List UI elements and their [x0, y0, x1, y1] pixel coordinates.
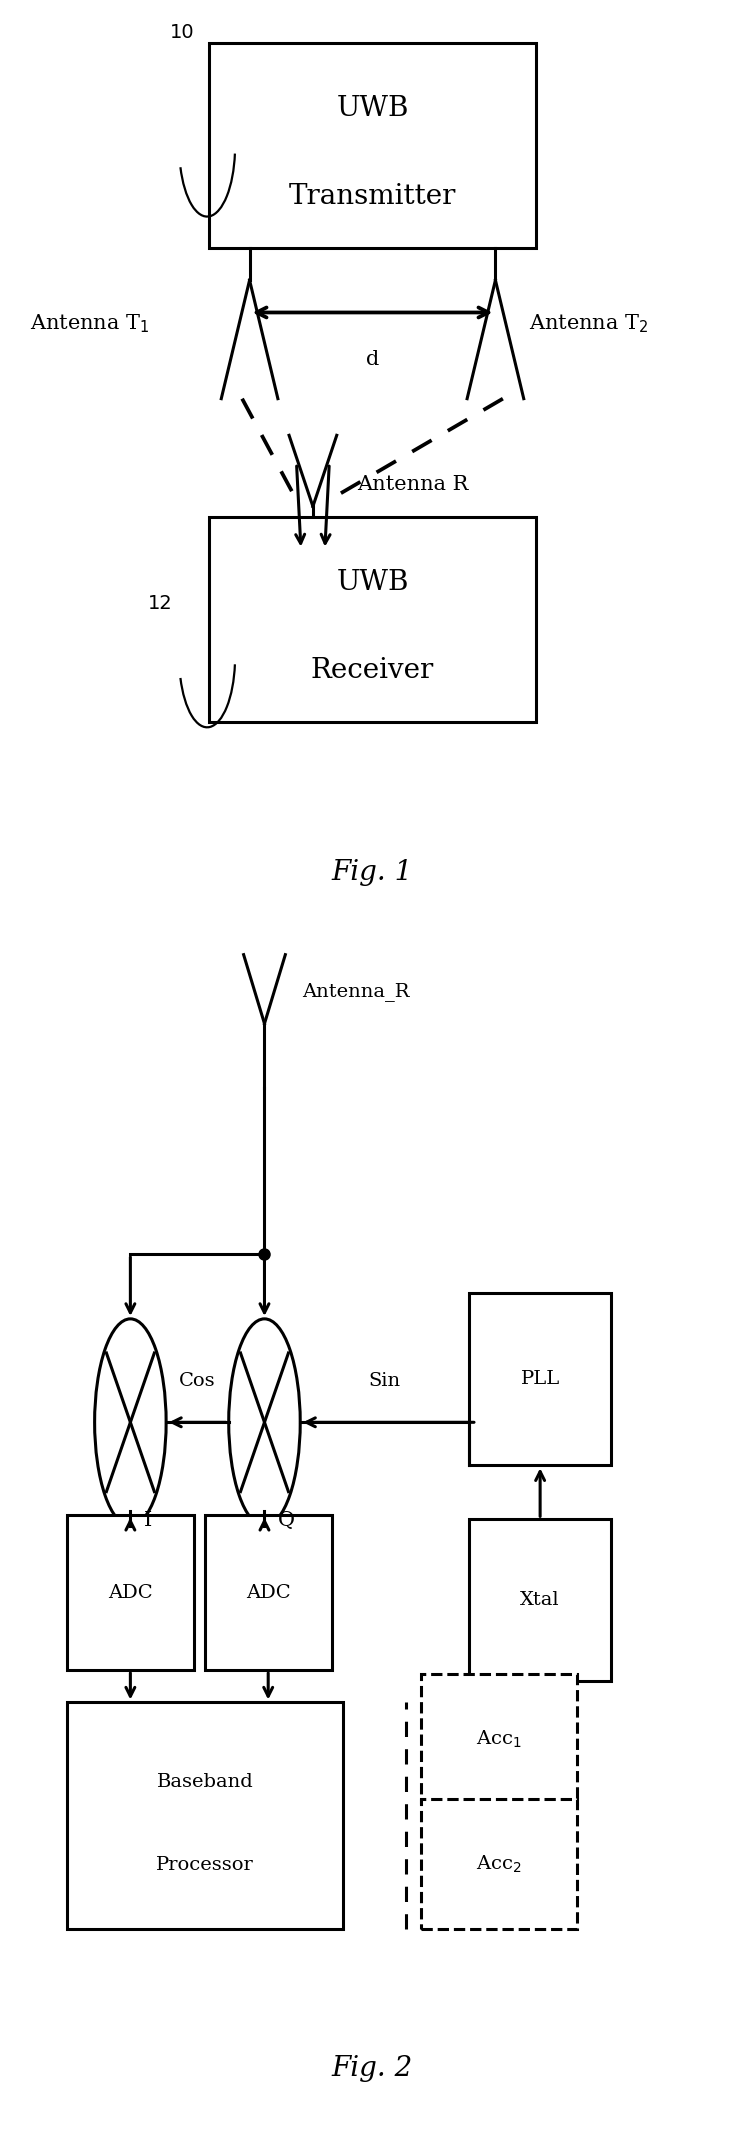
Text: Q: Q — [278, 1511, 295, 1530]
Text: Acc$_2$: Acc$_2$ — [476, 1853, 522, 1875]
Bar — [469, 1519, 611, 1681]
Text: Transmitter: Transmitter — [289, 183, 456, 211]
Text: Antenna T$_2$: Antenna T$_2$ — [529, 312, 648, 334]
Bar — [421, 1674, 577, 1804]
Text: Cos: Cos — [179, 1373, 216, 1390]
Text: I: I — [144, 1511, 152, 1530]
Circle shape — [95, 1319, 166, 1526]
Text: ADC: ADC — [108, 1584, 153, 1601]
Text: 10: 10 — [170, 24, 195, 41]
Text: UWB: UWB — [336, 569, 409, 597]
Bar — [67, 1515, 194, 1670]
Text: Antenna R: Antenna R — [358, 476, 469, 493]
Text: Fig. 1: Fig. 1 — [332, 860, 413, 886]
Bar — [469, 1293, 611, 1465]
Bar — [209, 517, 536, 722]
Text: ADC: ADC — [246, 1584, 291, 1601]
Circle shape — [229, 1319, 300, 1526]
Bar — [421, 1799, 577, 1929]
Text: Sin: Sin — [369, 1373, 401, 1390]
Text: Antenna T$_1$: Antenna T$_1$ — [30, 312, 149, 334]
Text: Receiver: Receiver — [311, 657, 434, 685]
Text: Baseband: Baseband — [156, 1774, 253, 1791]
Text: d: d — [366, 351, 379, 369]
Bar — [209, 43, 536, 248]
Text: Fig. 2: Fig. 2 — [332, 2056, 413, 2082]
Text: 12: 12 — [148, 595, 173, 612]
Text: Xtal: Xtal — [520, 1590, 560, 1610]
Text: Antenna_R: Antenna_R — [302, 983, 409, 1000]
Text: UWB: UWB — [336, 95, 409, 123]
Text: Processor: Processor — [156, 1855, 254, 1875]
Text: Acc$_1$: Acc$_1$ — [476, 1728, 522, 1750]
Text: PLL: PLL — [521, 1371, 559, 1388]
Bar — [205, 1515, 332, 1670]
Bar — [67, 1702, 343, 1929]
